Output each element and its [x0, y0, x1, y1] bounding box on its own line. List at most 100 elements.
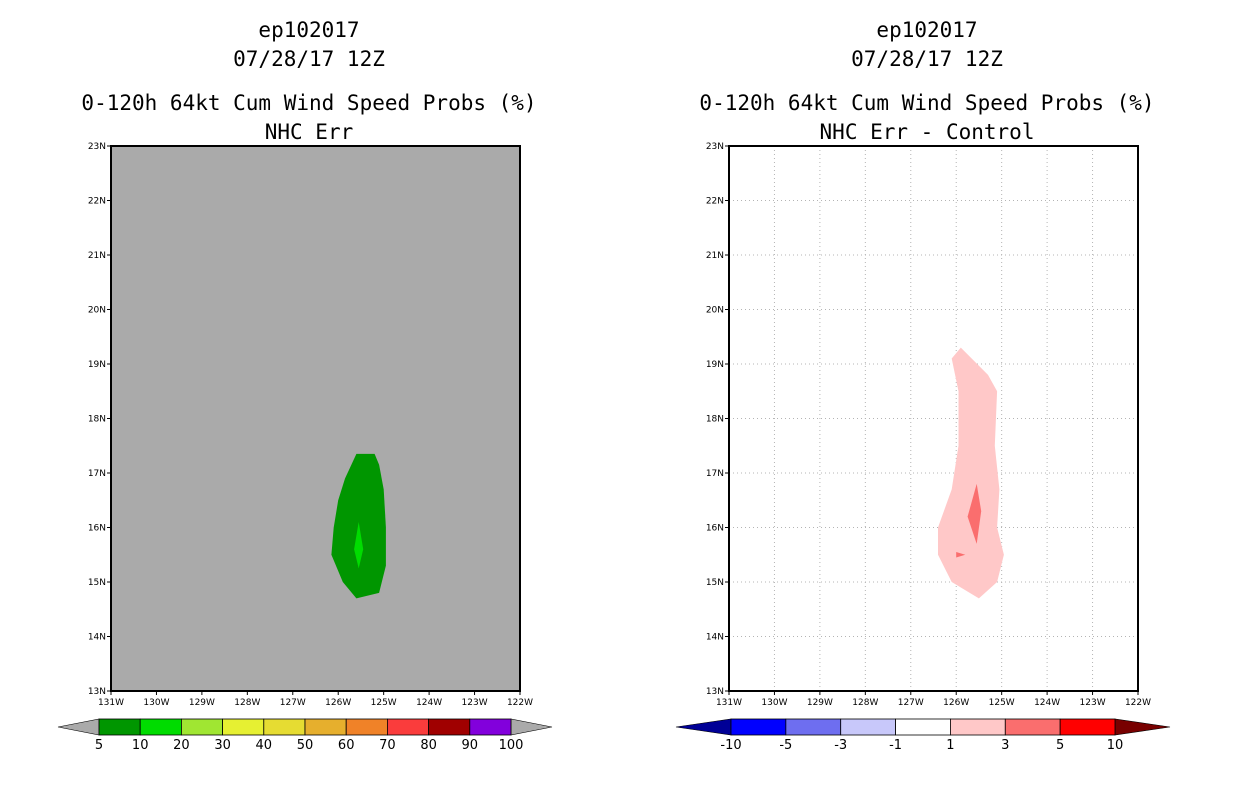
left-colorbar: 5 10 20 30 40 50 60 70 80 90 100	[57, 718, 553, 753]
x-tick-label: 129W	[807, 698, 833, 708]
y-tick-label: 15N	[88, 578, 106, 588]
y-tick-label: 22N	[88, 197, 106, 207]
colorbar-swatch	[222, 718, 265, 736]
colorbar-label: 100	[499, 738, 524, 753]
y-tick-label: 22N	[706, 197, 724, 207]
y-tick-label: 16N	[88, 524, 106, 534]
y-tick-label: 19N	[88, 360, 106, 370]
colorbar-swatch	[139, 718, 182, 736]
colorbar-label: 60	[338, 738, 355, 753]
x-tick-label: 131W	[98, 698, 124, 708]
x-tick-label: 124W	[416, 698, 442, 708]
y-tick-label: 21N	[88, 251, 106, 261]
x-tick-label: 128W	[852, 698, 878, 708]
y-tick-label: 23N	[88, 142, 106, 152]
y-tick-label: 17N	[88, 469, 106, 479]
colorbar-swatch	[1059, 718, 1116, 736]
x-tick-label: 125W	[371, 698, 397, 708]
y-tick-label: 20N	[88, 306, 106, 316]
x-tick-label: 130W	[761, 698, 787, 708]
y-tick-label: 21N	[706, 251, 724, 261]
colorbar-label: -1	[889, 738, 902, 753]
colorbar-swatch	[469, 718, 512, 736]
right-chart-title: 0-120h 64kt Cum Wind Speed Probs (%)	[699, 91, 1154, 115]
right-difference-map: 131W 130W 129W 128W 127W 126W 125W 124W 123W 122W…	[706, 142, 1151, 708]
colorbar-swatch	[304, 718, 347, 736]
colorbar-swatch	[98, 718, 141, 736]
right-datetime: 07/28/17 12Z	[851, 47, 1003, 71]
left-datetime: 07/28/17 12Z	[233, 47, 385, 71]
right-colorbar: -10 -5 -3 -1 1 3 5 10	[675, 718, 1171, 753]
colorbar-over-triangle	[1114, 718, 1171, 736]
colorbar-swatch	[730, 718, 787, 736]
y-tick-label: 19N	[706, 360, 724, 370]
colorbar-swatch	[950, 718, 1006, 736]
colorbar-swatch	[895, 718, 951, 736]
x-tick-label: 125W	[989, 698, 1015, 708]
x-tick-label: 128W	[234, 698, 260, 708]
y-tick-label: 15N	[706, 578, 724, 588]
x-tick-label: 123W	[1080, 698, 1106, 708]
x-tick-label: 126W	[325, 698, 351, 708]
y-tick-label: 18N	[706, 415, 724, 425]
x-tick-label: 123W	[462, 698, 488, 708]
colorbar-label: -10	[720, 738, 741, 753]
colorbar-swatch	[785, 718, 842, 736]
colorbar-label: 20	[173, 738, 190, 753]
plot-background	[111, 146, 520, 691]
y-tick-label: 14N	[88, 633, 106, 643]
colorbar-swatch	[840, 718, 896, 736]
contour-3-5	[956, 552, 966, 558]
colorbar-under-triangle	[675, 718, 732, 736]
contour-10-20	[354, 522, 364, 569]
right-storm-id: ep102017	[876, 18, 977, 42]
x-tick-label: 127W	[898, 698, 924, 708]
colorbar-swatch	[1004, 718, 1061, 736]
colorbar-label: 5	[95, 738, 103, 753]
colorbar-label: 5	[1056, 738, 1064, 753]
colorbar-label: 3	[1001, 738, 1009, 753]
colorbar-swatch	[386, 718, 429, 736]
x-tick-label: 122W	[1125, 698, 1151, 708]
contour-1-3	[938, 347, 1004, 599]
colorbar-label: 50	[297, 738, 314, 753]
x-tick-label: 130W	[143, 698, 169, 708]
colorbar-swatch	[428, 718, 471, 736]
y-tick-label: 18N	[88, 415, 106, 425]
x-tick-label: 131W	[716, 698, 742, 708]
colorbar-swatch	[345, 718, 388, 736]
colorbar-label: -5	[779, 738, 792, 753]
left-titles: ep102017 07/28/17 12Z 0-120h 64kt Cum Wi…	[81, 18, 536, 144]
x-tick-label: 127W	[280, 698, 306, 708]
colorbar-label: 80	[420, 738, 437, 753]
left-chart-title: 0-120h 64kt Cum Wind Speed Probs (%)	[81, 91, 536, 115]
colorbar-swatch	[263, 718, 306, 736]
y-tick-label: 14N	[706, 633, 724, 643]
y-tick-label: 17N	[706, 469, 724, 479]
x-tick-label: 126W	[943, 698, 969, 708]
colorbar-label: 10	[132, 738, 149, 753]
x-tick-label: 122W	[507, 698, 533, 708]
colorbar-label: 70	[379, 738, 396, 753]
colorbar-over-triangle	[510, 718, 553, 736]
y-tick-label: 13N	[706, 687, 724, 697]
colorbar-label: 40	[256, 738, 273, 753]
colorbar-swatch	[180, 718, 223, 736]
colorbar-label: 1	[946, 738, 954, 753]
x-tick-label: 124W	[1034, 698, 1060, 708]
right-chart-subtitle: NHC Err - Control	[820, 120, 1035, 144]
y-tick-label: 23N	[706, 142, 724, 152]
colorbar-label: 10	[1107, 738, 1124, 753]
left-chart-subtitle: NHC Err	[265, 120, 354, 144]
colorbar-label: -3	[834, 738, 847, 753]
left-probability-map: 131W 130W 129W 128W 127W 126W 125W 124W 123W 122W…	[88, 142, 533, 708]
left-storm-id: ep102017	[258, 18, 359, 42]
colorbar-under-triangle	[57, 718, 100, 736]
right-titles: ep102017 07/28/17 12Z 0-120h 64kt Cum Wi…	[699, 18, 1154, 144]
y-tick-label: 13N	[88, 687, 106, 697]
y-tick-label: 16N	[706, 524, 724, 534]
colorbar-label: 90	[462, 738, 479, 753]
x-tick-label: 129W	[189, 698, 215, 708]
contour-3-5	[967, 483, 982, 544]
